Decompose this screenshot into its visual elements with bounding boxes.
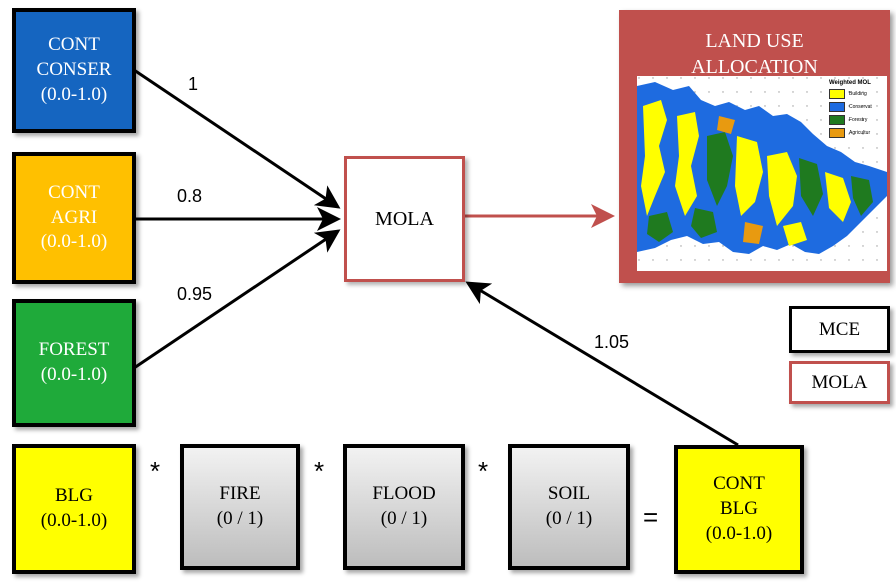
land-use-allocation-panel: LAND USE ALLOCATION Weighted — [619, 10, 890, 283]
land-use-map: Weighted MOL Building Conservat Forestry… — [637, 76, 887, 271]
arrow-conser-to-mola — [133, 68, 341, 209]
blg-box: BLG (0.0-1.0) — [12, 444, 136, 574]
map-legend-label: Forestry — [849, 117, 868, 123]
legend-mce: MCE — [789, 306, 890, 353]
blg-label: BLG (0.0-1.0) — [40, 485, 108, 531]
building-swatch — [829, 89, 845, 99]
forestry-swatch — [829, 115, 845, 125]
legend-mce-label: MCE — [818, 318, 861, 340]
map-legend-item: Conservat — [829, 102, 887, 112]
soil-label: SOIL (0 / 1) — [545, 483, 593, 529]
agriculture-swatch — [829, 128, 845, 138]
multiply-operator: * — [150, 456, 161, 486]
flood-box: FLOOD (0 / 1) — [343, 444, 465, 570]
soil-box: SOIL (0 / 1) — [508, 444, 630, 570]
map-legend: Weighted MOL Building Conservat Forestry… — [829, 80, 887, 141]
map-legend-item: Agricultur — [829, 128, 887, 138]
cont-blg-label: CONT BLG (0.0-1.0) — [705, 473, 773, 544]
cont-conser-label: CONT CONSER (0.0-1.0) — [36, 34, 112, 105]
fire-box: FIRE (0 / 1) — [180, 444, 300, 570]
conservation-swatch — [829, 102, 845, 112]
map-legend-item: Forestry — [829, 115, 887, 125]
cont-blg-box: CONT BLG (0.0-1.0) — [674, 445, 804, 574]
map-legend-title: Weighted MOL — [829, 80, 871, 86]
legend-mola: MOLA — [789, 361, 890, 404]
map-legend-label: Agricultur — [849, 130, 871, 136]
map-legend-item: Building — [829, 89, 887, 99]
legend-mola-label: MOLA — [811, 371, 868, 393]
weight-blg-label: 1.05 — [594, 332, 630, 352]
fire-label: FIRE (0 / 1) — [216, 483, 264, 529]
weight-agri-label: 0.8 — [177, 186, 203, 206]
mola-node: MOLA — [344, 156, 465, 282]
equals-operator: = — [643, 502, 659, 532]
cont-agri-label: CONT AGRI (0.0-1.0) — [40, 181, 108, 253]
weight-forest-label: 0.95 — [177, 284, 213, 304]
flood-label: FLOOD (0 / 1) — [372, 483, 436, 529]
multiply-operator: * — [314, 456, 325, 486]
map-legend-label: Conservat — [849, 104, 872, 110]
multiply-operator: * — [478, 456, 489, 486]
forest-label: FOREST (0.0-1.0) — [38, 339, 110, 385]
mola-node-label: MOLA — [375, 207, 434, 230]
cont-conser-box: CONT CONSER (0.0-1.0) — [12, 8, 136, 133]
forest-box: FOREST (0.0-1.0) — [12, 299, 136, 427]
land-use-map-image — [637, 76, 887, 271]
land-use-allocation-title: LAND USE ALLOCATION — [691, 30, 818, 78]
map-legend-label: Building — [849, 91, 867, 97]
cont-agri-box: CONT AGRI (0.0-1.0) — [12, 152, 136, 284]
weight-conser-label: 1 — [188, 74, 199, 94]
arrow-forest-to-mola — [133, 229, 341, 370]
arrow-blg-to-mola — [465, 281, 739, 447]
